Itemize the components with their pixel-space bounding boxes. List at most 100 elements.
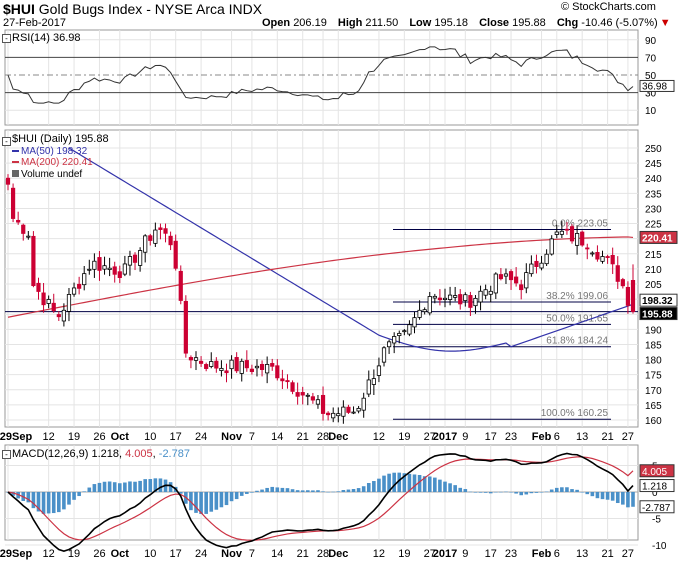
- change-value: -10.46 (-5.07%): [581, 17, 658, 29]
- candle-body: [295, 392, 300, 397]
- index-name: Gold Bugs Index - NYSE Arca INDX: [38, 1, 263, 17]
- ohlc-summary: Open 206.19 High 211.50 Low 195.18 Close…: [262, 17, 671, 29]
- candle-body: [493, 273, 498, 294]
- x-axis-label-top: 19: [398, 431, 410, 443]
- rsi-label: RSI(14) 36.98: [12, 32, 81, 44]
- x-axis-label-bottom: Dec: [328, 548, 348, 560]
- candle-body: [254, 365, 260, 369]
- candle-body: [488, 290, 493, 295]
- candle-body: [143, 235, 148, 253]
- macd-histogram-bar: [128, 481, 132, 492]
- candle-body: [10, 187, 16, 219]
- macd-signal-line: [7, 456, 634, 541]
- fib-level-label: 61.8% 184.24: [546, 336, 608, 347]
- x-axis-label-bottom: 17: [485, 548, 497, 560]
- candle-body: [331, 412, 336, 419]
- x-axis-label-bottom: 26: [93, 548, 105, 560]
- candle-body: [46, 299, 51, 304]
- macd-histogram-bar: [168, 482, 173, 492]
- macd-histogram-bar: [204, 492, 208, 514]
- candle-body: [564, 228, 570, 231]
- candle-body: [620, 279, 625, 287]
- macd-histogram-bar: [585, 492, 590, 495]
- price-frame: [4, 129, 639, 428]
- macd-histogram-bar: [361, 486, 366, 492]
- candle-body: [51, 302, 56, 312]
- macd-histogram-bar: [158, 478, 163, 492]
- candle-body: [219, 367, 224, 371]
- candle-body: [214, 360, 219, 369]
- macd-histogram-bar: [112, 482, 117, 492]
- ma50-value-tag: [639, 293, 678, 307]
- candle-body: [453, 295, 458, 298]
- candle-body: [31, 235, 36, 287]
- candle-body: [239, 360, 244, 374]
- candle-body: [26, 235, 31, 238]
- candle-body: [229, 359, 234, 370]
- x-axis-label-bottom: Feb: [532, 548, 552, 560]
- candle-body: [112, 266, 117, 275]
- x-axis-label-bottom: 23: [505, 548, 517, 560]
- rsi-panel-toggle[interactable]: -: [2, 34, 11, 43]
- candle-body: [270, 363, 275, 367]
- macd-histogram-bar: [178, 492, 183, 494]
- macd-histogram-bar: [377, 478, 381, 492]
- macd-histogram-bar: [590, 492, 595, 497]
- candle-body: [371, 378, 376, 385]
- macd-histogram-bar: [387, 473, 391, 492]
- x-axis-label-bottom: 14: [271, 548, 283, 560]
- x-axis-label-top: 12: [373, 431, 385, 443]
- candle-body: [351, 411, 356, 414]
- macd-histogram-bar: [265, 487, 269, 492]
- candle-body: [376, 365, 382, 376]
- candle-body: [615, 265, 620, 282]
- candle-body: [483, 289, 488, 296]
- macd-histogram-bar: [544, 491, 549, 493]
- x-axis-label-top: 10: [144, 431, 156, 443]
- macd-histogram-bar: [514, 492, 518, 494]
- candle-body: [209, 361, 214, 367]
- macd-histogram-bar: [483, 492, 488, 493]
- candle-body: [356, 407, 361, 412]
- candle-body: [554, 231, 559, 235]
- macd-tick-label: -10: [652, 541, 667, 552]
- candle-body: [447, 294, 453, 300]
- candle-body: [498, 274, 503, 280]
- candle-body: [503, 273, 509, 277]
- price-tick-label: 160: [645, 416, 662, 427]
- macd-histogram-bar: [372, 481, 376, 492]
- rsi-panel: 90 70 50 30 10 36.98: [4, 29, 675, 126]
- macd-histogram-bar: [356, 488, 361, 492]
- macd-value-tag: [639, 479, 675, 493]
- macd-histogram-bar: [341, 490, 346, 492]
- macd-panel-toggle[interactable]: -: [2, 450, 11, 459]
- candle-body: [183, 300, 188, 354]
- candle-body: [590, 252, 595, 255]
- fib-level-label: 50.0% 191.65: [546, 313, 608, 324]
- rsi-tick-label: 90: [645, 36, 657, 47]
- x-axis-label-bottom: 13: [576, 548, 588, 560]
- macd-histogram-bar: [239, 492, 244, 496]
- macd-histogram-bar: [219, 492, 224, 508]
- price-panel-toggle[interactable]: -: [2, 137, 11, 146]
- candle-body: [468, 295, 473, 308]
- macd-histogram-bar: [133, 481, 137, 492]
- candle-body: [122, 263, 127, 275]
- candle-body: [188, 357, 194, 361]
- legend-ma50: MA(50) 198.32: [12, 146, 109, 158]
- macd-histogram-bar: [97, 482, 102, 492]
- candle-body: [544, 253, 549, 265]
- macd-histogram-bar: [250, 492, 254, 493]
- x-axis-label-top: 21: [601, 431, 613, 443]
- candle-body: [148, 235, 153, 241]
- rsi-frame: [4, 29, 639, 126]
- x-axis-label-top: Feb: [532, 431, 552, 443]
- x-axis-label-top: 23: [505, 431, 517, 443]
- candle-body: [402, 330, 407, 333]
- candle-body: [630, 280, 636, 312]
- candle-body: [529, 263, 534, 275]
- macd-histogram-bar: [189, 492, 193, 511]
- macd-histogram-bar: [549, 489, 554, 492]
- close-value-tag: [639, 307, 678, 321]
- macd-histogram-bar: [554, 487, 559, 492]
